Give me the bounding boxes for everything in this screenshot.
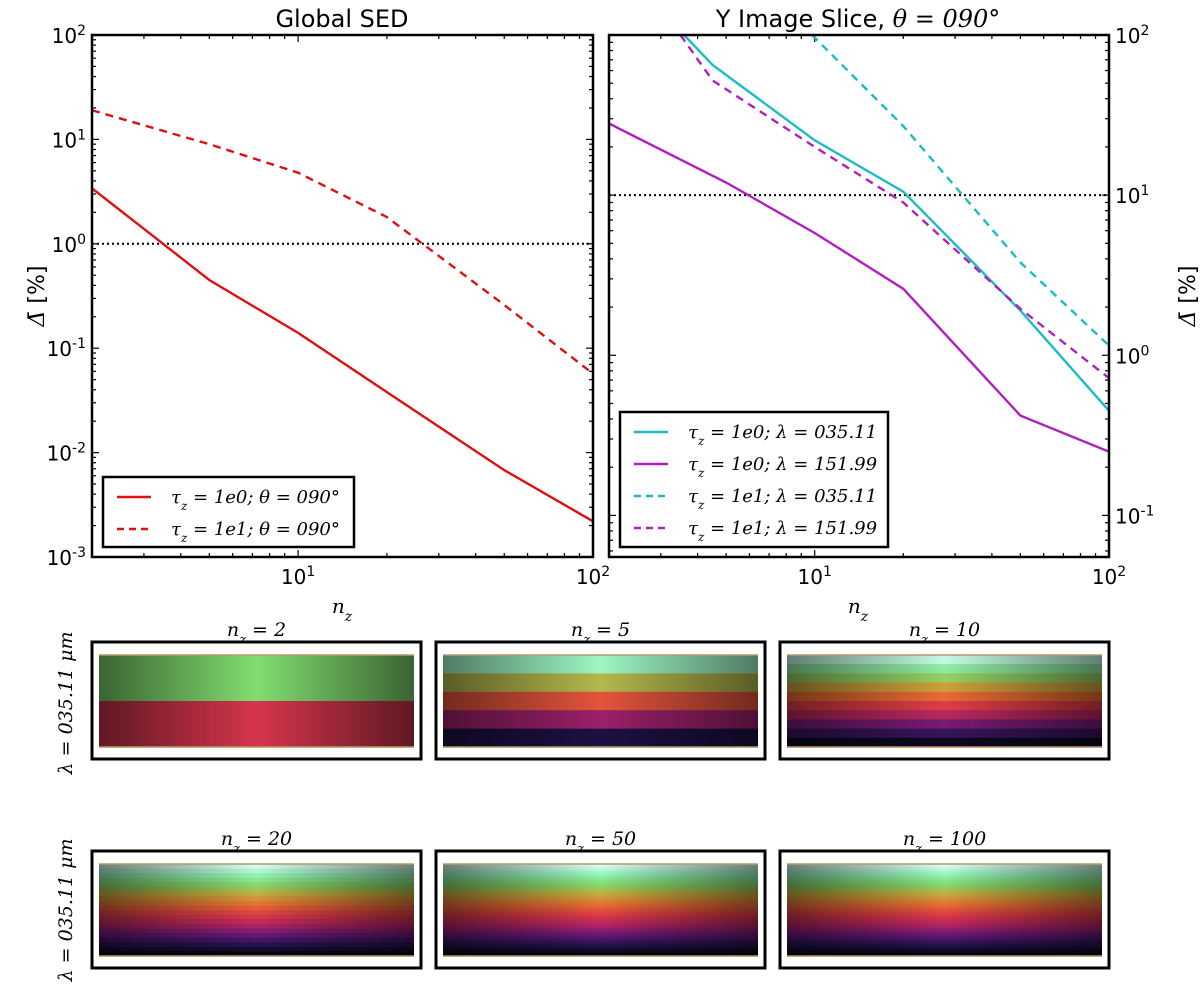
image-panel-nz-2: nz = 2 <box>90 619 423 761</box>
x-axis-label-global-sed: nz <box>332 594 353 625</box>
y-tick-label: 101 <box>52 127 86 152</box>
image-panel-nz-20: nz = 20 <box>90 828 423 970</box>
image-vignette <box>787 655 1102 747</box>
x-tick-label: 101 <box>798 564 832 589</box>
y-tick-label: 102 <box>1115 23 1149 48</box>
chart-title-global-sed: Global SED <box>275 5 408 33</box>
y-axis-label-y-image-slice: Δ̄ [%] <box>1176 266 1200 328</box>
x-tick-label: 102 <box>1092 564 1126 589</box>
image-grid: λ = 035.11 μm λ = 035.11 μm nz = 2 nz = 5… <box>55 619 1111 983</box>
series-line-4 <box>679 35 1109 380</box>
series-line-3 <box>811 35 1109 347</box>
plot-frame <box>90 33 595 559</box>
y-tick-label: 10-2 <box>47 441 86 466</box>
chart-title-y-image-slice: Y Image Slice, θ = 090° <box>715 5 1001 33</box>
svg-text:λ = 035.11 μm: λ = 035.11 μm <box>55 632 77 776</box>
y-tick-label: 10-3 <box>47 545 86 570</box>
image-panel-nz-5: nz = 5 <box>434 619 767 761</box>
y-tick-label: 10-1 <box>1115 503 1154 528</box>
image-vignette <box>99 864 414 956</box>
plot-frame <box>607 33 1111 559</box>
y-tick-label: 100 <box>52 232 86 257</box>
plot-area-y-image-slice: 101 102 102 101 100 10-1 τz = 1e0; λ = 035.11τ… <box>607 23 1154 589</box>
y-axis-label-global-sed: Δ̄ [%] <box>25 266 50 328</box>
x-axis-label-y-image-slice: nz <box>848 594 869 625</box>
series-line-1 <box>683 35 1109 412</box>
series-line-2 <box>609 122 1109 453</box>
series-group <box>92 109 593 523</box>
svg-text:λ = 035.11 μm: λ = 035.11 μm <box>55 839 77 983</box>
y-tick-label: 100 <box>1115 343 1149 368</box>
y-tick-label: 10-1 <box>47 336 86 361</box>
image-vignette <box>443 655 758 747</box>
svg-text:Δ̄ [%]: Δ̄ [%] <box>25 266 50 328</box>
image-panel-nz-100: nz = 100 <box>778 828 1111 970</box>
row-label-2: λ = 035.11 μm <box>55 839 77 983</box>
series-group <box>609 35 1109 453</box>
plot-area-global-sed: 101 102 102 101 100 10-1 10-2 10-3 τz = 1e0; θ =… <box>47 23 611 589</box>
svg-text:Δ̄ [%]: Δ̄ [%] <box>1176 266 1200 328</box>
x-tick-label: 102 <box>576 564 610 589</box>
image-vignette <box>99 655 414 747</box>
legend-box <box>618 410 890 549</box>
legend: τz = 1e0; θ = 090°τz = 1e1; θ = 090° <box>101 475 356 549</box>
image-vignette <box>443 864 758 956</box>
y-tick-label: 101 <box>1115 183 1149 208</box>
series-line-2 <box>92 109 593 375</box>
image-panel-nz-10: nz = 10 <box>778 619 1111 761</box>
image-vignette <box>787 864 1102 956</box>
y-tick-label: 102 <box>52 23 86 48</box>
image-panel-nz-50: nz = 50 <box>434 828 767 970</box>
x-tick-label: 101 <box>281 564 315 589</box>
row-label-1: λ = 035.11 μm <box>55 632 77 776</box>
y-image-slice-chart: Y Image Slice, θ = 090° 101 1021021011001… <box>607 5 1200 625</box>
series-line-1 <box>92 187 593 523</box>
global-sed-chart: Global SED 101 102 102 101 100 10-1 10-2 10-3 τz… <box>25 5 610 625</box>
legend-box <box>101 475 356 549</box>
